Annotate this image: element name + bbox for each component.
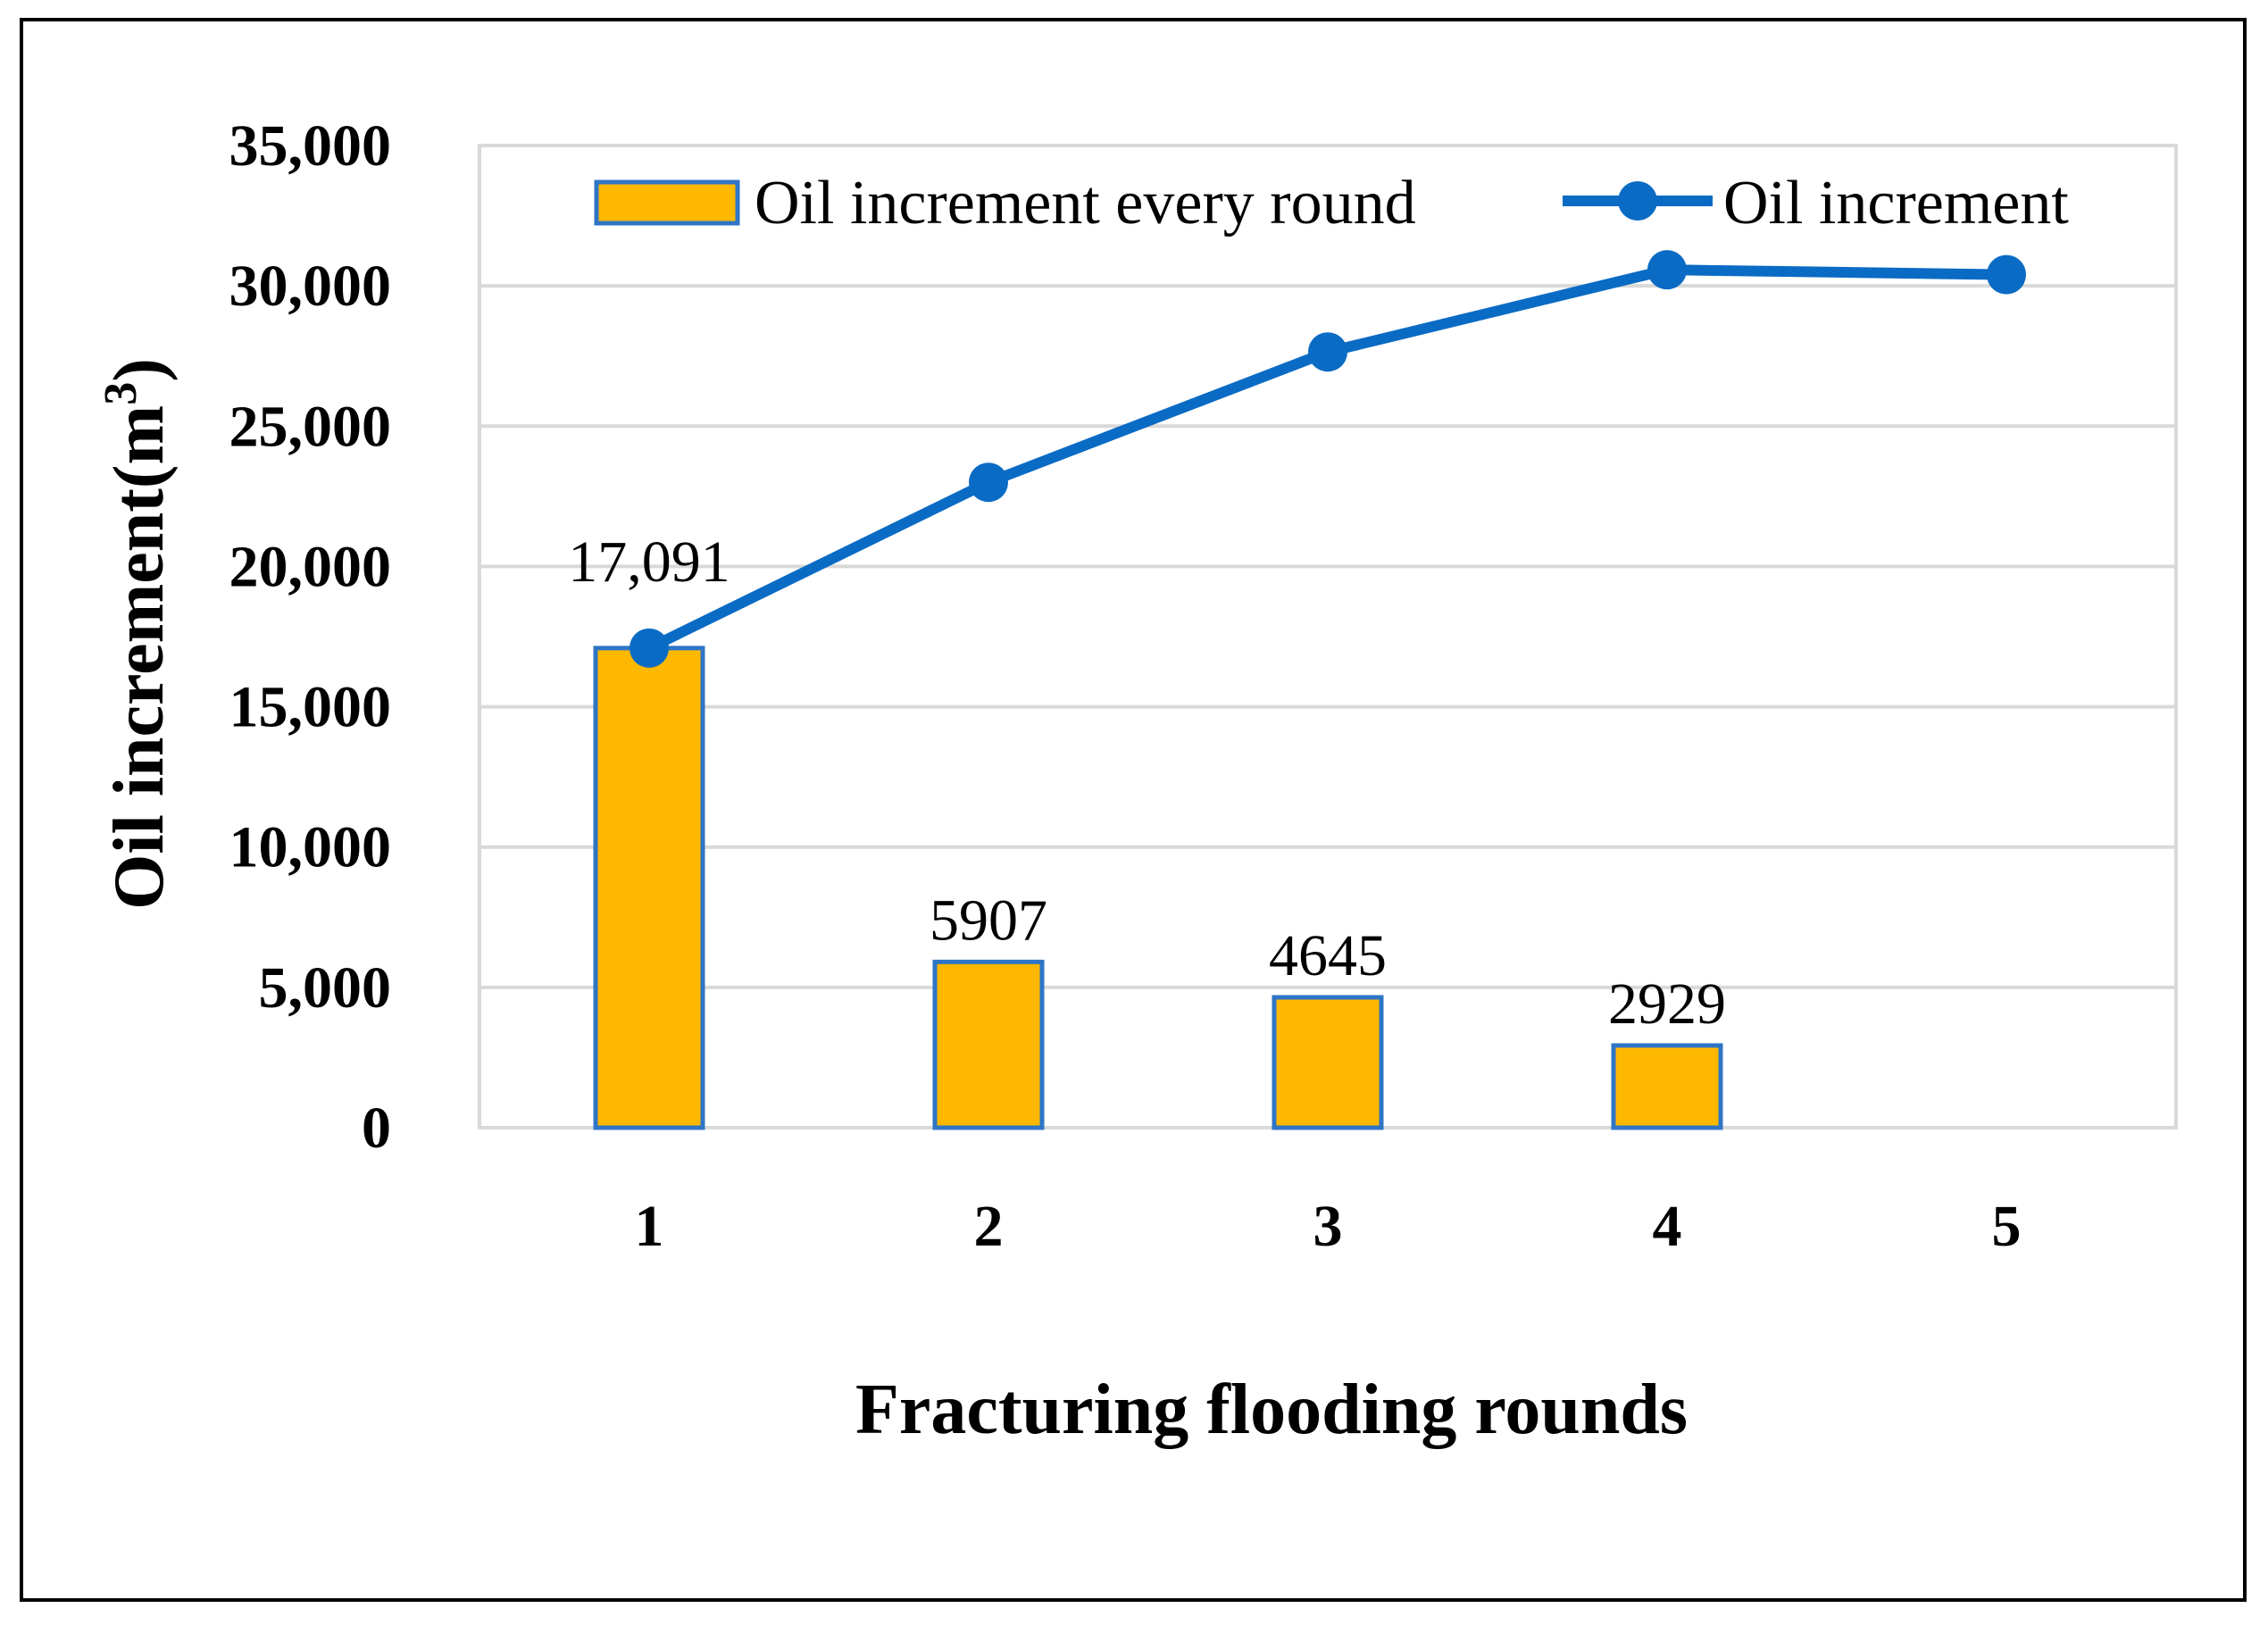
x-tick-label: 4 (1653, 1194, 1682, 1259)
data-label: 17,091 (568, 529, 730, 595)
data-label: 4645 (1269, 923, 1387, 988)
x-tick-label: 5 (1992, 1194, 2022, 1259)
legend-label-line: Oil increment (1723, 169, 2069, 238)
line-path (646, 264, 2007, 654)
y-axis-ticks: 0 5,000 10,000 15,000 20,000 25,000 30,000 35,0… (229, 113, 392, 1161)
bar (593, 646, 705, 1130)
line-point (1647, 250, 1687, 290)
legend-swatch-bar (594, 179, 740, 226)
legend-label-bar: Oil increment every round (755, 169, 1416, 238)
y-axis-title: Oil increment(m3) (96, 358, 179, 910)
data-labels: 17,091 5907 4645 2929 (568, 529, 1726, 1037)
x-tick-label: 2 (974, 1194, 1004, 1259)
y-tick-label: 15,000 (229, 675, 392, 740)
data-label: 5907 (930, 888, 1047, 953)
y-axis-title-end: ) (100, 358, 179, 382)
figure-frame (20, 18, 2247, 1602)
y-tick-label: 25,000 (229, 394, 392, 459)
y-tick-label: 20,000 (229, 534, 392, 599)
y-tick-label: 35,000 (229, 113, 392, 179)
y-tick-label: 5,000 (259, 955, 392, 1021)
legend-swatch-marker (1618, 181, 1657, 221)
bar (1272, 995, 1384, 1130)
x-axis-title: Fracturing flooding rounds (855, 1371, 1688, 1449)
line-series (630, 250, 2026, 668)
line-point (969, 462, 1008, 503)
line-point (1987, 254, 2026, 295)
y-tick-label: 30,000 (229, 254, 392, 319)
y-tick-label: 0 (362, 1096, 391, 1161)
y-tick-label: 10,000 (229, 815, 392, 880)
y-axis-title-main: Oil increment(m (100, 405, 179, 910)
y-axis-title-sup: 3 (96, 382, 146, 405)
x-axis-ticks: 1 2 3 4 5 (635, 1194, 2022, 1259)
legend: Oil increment every round Oil increment (594, 169, 2069, 238)
bar-series (593, 646, 1723, 1130)
line-point (630, 628, 669, 668)
x-tick-label: 1 (635, 1194, 664, 1259)
bar (1611, 1043, 1723, 1130)
x-tick-label: 3 (1313, 1194, 1343, 1259)
data-label: 2929 (1608, 971, 1726, 1037)
bar (932, 959, 1045, 1130)
line-point (1308, 332, 1347, 372)
